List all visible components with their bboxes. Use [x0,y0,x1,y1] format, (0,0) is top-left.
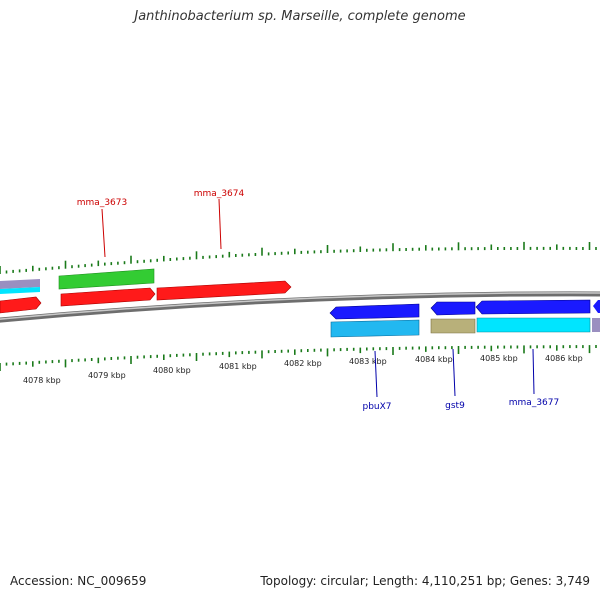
gene-label-mma3674[interactable]: mma_3674 [194,189,245,199]
gene-arrow-blue-pbuX7[interactable] [329,303,420,320]
kbp-label: 4082 kbp [284,359,322,368]
kbp-label: 4080 kbp [153,366,191,375]
kbp-label: 4083 kbp [349,357,387,366]
gene-label-mma3673[interactable]: mma_3673 [77,198,127,208]
gene-arrow-green[interactable] [58,268,155,290]
callout-line-gst9 [452,348,456,397]
inner-tick-ring [0,345,597,371]
gene-label-pbuX7[interactable]: pbuX7 [362,402,391,412]
gene-label-mma3677[interactable]: mma_3677 [509,398,559,408]
gene-labels: mma_3673 mma_3674 pbuX7 gst9 mma_3677 [77,189,559,412]
gene-label-gst9[interactable]: gst9 [445,401,465,411]
reverse-genes [329,299,600,338]
gene-arrow-red-mma3673[interactable] [60,287,156,307]
kbp-label: 4086 kbp [545,354,583,363]
kbp-label: 4085 kbp [480,354,518,363]
genome-backbone-highlight [0,292,600,320]
kbp-label: 4081 kbp [219,362,257,371]
callout-line-pbuX7 [374,350,378,398]
callout-line-mma3677 [532,348,535,395]
kbp-label: 4078 kbp [23,376,61,385]
map-title: Janthinobacterium sp. Marseille, complet… [134,9,466,24]
kbp-labels: 4078 kbp 4079 kbp 4080 kbp 4081 kbp 4082… [23,354,583,385]
gene-callouts [101,198,535,398]
gene-arrow-cyan-mma3677[interactable] [476,317,591,333]
gene-arrow-purple-edge[interactable] [0,279,40,289]
gene-arrow-red-left[interactable] [0,296,42,314]
genome-backbone [0,291,600,323]
accession-text: Accession: NC_009659 [10,574,147,588]
outer-tick-ring [0,241,597,274]
genome-summary-text: Topology: circular; Length: 4,110,251 bp… [260,574,590,588]
forward-genes [0,268,292,314]
gene-arrow-cyan-edge[interactable] [0,287,40,294]
gene-arrow-blue-mma3677[interactable] [475,299,591,315]
kbp-label: 4084 kbp [415,355,453,364]
callout-line-mma3673 [101,208,106,258]
gene-arrow-blue-gst9[interactable] [430,301,476,316]
callout-line-mma3674 [218,198,222,250]
gene-arrow-khaki-gst9[interactable] [430,318,476,334]
gene-arrow-sky-pbuX7[interactable] [330,319,420,338]
gene-arrow-purple-edge-right[interactable] [592,318,600,332]
gene-arrow-blue-edge-right[interactable] [593,300,600,313]
gene-arrow-red-mma3674[interactable] [156,280,292,301]
kbp-label: 4079 kbp [88,371,126,380]
